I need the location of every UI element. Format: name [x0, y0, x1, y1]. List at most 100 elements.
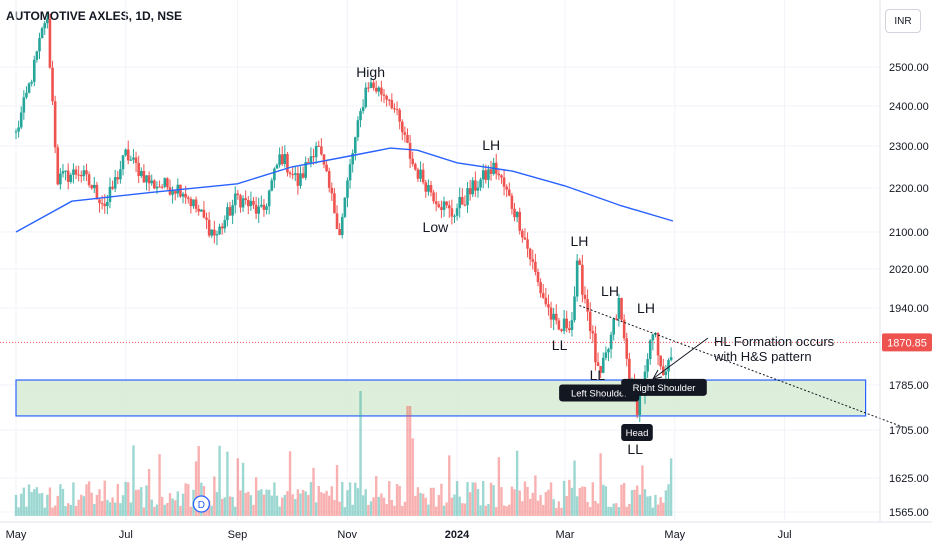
candle-body [139, 170, 143, 176]
candle-body [596, 362, 600, 366]
price-tick-label: 2400.00 [889, 101, 929, 113]
candle-body [656, 332, 660, 356]
candle-body [620, 297, 623, 320]
candle-body [361, 107, 365, 112]
volume-bar [69, 504, 73, 516]
volume-bar [515, 450, 519, 516]
volume-bar [312, 467, 315, 516]
candle-body [575, 260, 579, 297]
candle-body [137, 163, 140, 176]
candle-body [458, 197, 461, 209]
currency-button[interactable]: INR [885, 9, 921, 33]
volume-bar [630, 490, 634, 516]
candle-body [189, 198, 193, 207]
volume-bar [622, 482, 626, 516]
price-tick-label: 1625.00 [889, 473, 929, 485]
candle-body [126, 149, 130, 161]
volume-bar [20, 493, 23, 516]
volume-bar [103, 480, 106, 516]
volume-bar [40, 493, 44, 516]
candle-body [442, 201, 446, 210]
candle-body [296, 173, 300, 186]
candle-body [333, 193, 336, 214]
candle-body [664, 371, 668, 376]
volume-bar [390, 500, 394, 516]
candle-body [77, 174, 80, 176]
volume-bar [461, 503, 464, 516]
volume-bar [573, 460, 576, 516]
candle-body [393, 108, 396, 110]
candle-body [429, 185, 433, 193]
volume-bar [176, 491, 180, 516]
candle-body [424, 182, 428, 192]
volume-bar [382, 497, 386, 516]
candle-body [273, 168, 276, 181]
candle-body [85, 170, 88, 175]
volume-bar [335, 464, 339, 516]
pattern-label: High [356, 64, 385, 80]
volume-bar [560, 507, 563, 516]
volume-bar [356, 488, 360, 516]
candle-body [309, 156, 313, 163]
volume-bar [502, 505, 506, 516]
volume-bar [424, 497, 427, 516]
candle-body [340, 216, 344, 236]
candle-body [48, 18, 52, 68]
candle-body [549, 307, 553, 320]
candle-body [236, 193, 240, 196]
candle-body [367, 87, 370, 89]
candle-body [385, 95, 388, 100]
volume-bar [129, 502, 133, 516]
volume-bar [38, 493, 41, 516]
volume-bar [249, 495, 253, 516]
volume-bar [348, 482, 352, 516]
candle-body [354, 137, 357, 154]
note-text: with H&S pattern [713, 349, 812, 364]
candle-body [489, 169, 493, 174]
candle-body [325, 164, 328, 172]
volume-bar [440, 483, 443, 516]
candle-body [61, 171, 65, 174]
candle-body [481, 170, 485, 180]
candle-body [445, 201, 448, 206]
volume-bar [215, 492, 219, 516]
candle-body [432, 192, 435, 202]
candle-body [622, 319, 626, 339]
candle-body [330, 187, 334, 194]
volume-bar [395, 484, 399, 516]
candle-body [625, 338, 629, 359]
candle-body [270, 180, 274, 191]
volume-bar [380, 493, 383, 516]
volume-bar [602, 484, 605, 516]
candle-body [100, 203, 104, 205]
volume-bar [497, 457, 501, 516]
volume-bar [505, 506, 508, 516]
volume-bar [147, 469, 151, 516]
volume-bar [377, 496, 380, 516]
pattern-label: LH [601, 283, 619, 299]
candle-body [570, 320, 574, 331]
candle-body [233, 193, 237, 206]
volume-bar [638, 494, 641, 516]
candle-body [434, 201, 438, 205]
candle-body [372, 82, 375, 88]
shape-tag-box [621, 378, 707, 396]
candle-body [638, 392, 642, 415]
volume-bar [72, 482, 75, 516]
support-zone-rect [15, 379, 867, 417]
candle-body [231, 205, 234, 216]
candle-body [197, 208, 200, 212]
volume-bar [286, 491, 289, 516]
candle-body [160, 186, 164, 188]
volume-bar [127, 482, 130, 516]
volume-bar [33, 489, 36, 516]
candle-body [505, 186, 508, 190]
volume-bar [228, 496, 232, 516]
candle-body [667, 360, 670, 372]
candle-body [565, 318, 569, 329]
volume-bar [510, 486, 514, 516]
moving-average [15, 147, 674, 233]
volume-bar [17, 507, 20, 516]
